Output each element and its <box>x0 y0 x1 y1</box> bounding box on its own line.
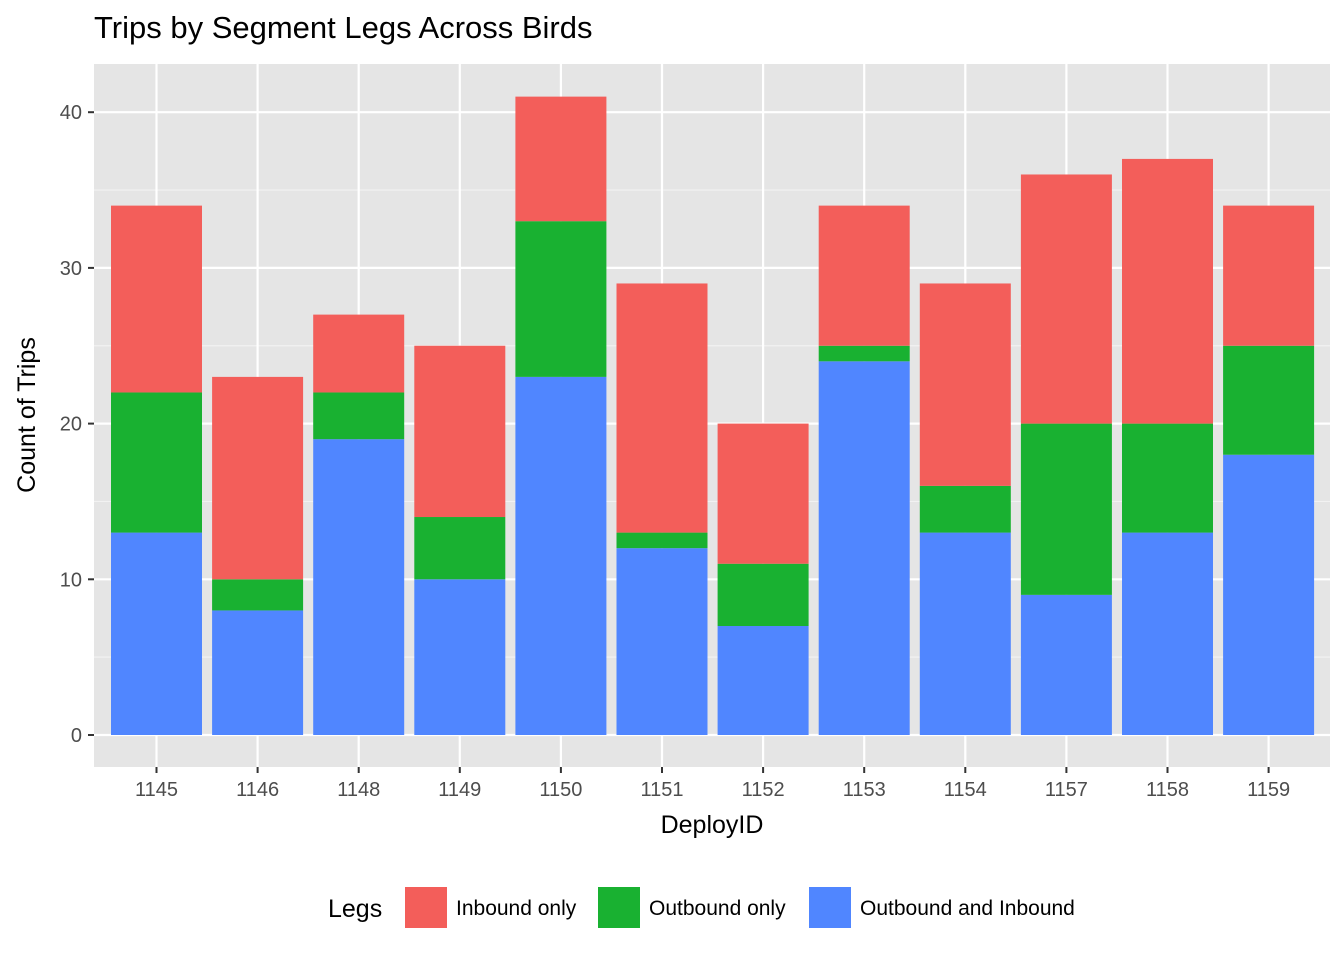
bar-segment-outbound-and-inbound-1153 <box>818 361 910 735</box>
x-tick-label: 1157 <box>1045 779 1088 801</box>
bar-segment-outbound-only-1153 <box>818 345 910 362</box>
bar-segment-outbound-only-1154 <box>919 485 1011 533</box>
bar-segment-inbound-only-1153 <box>818 205 910 346</box>
bar-segment-outbound-and-inbound-1146 <box>212 610 304 735</box>
legend-label: Outbound and Inbound <box>860 897 1075 920</box>
bar-segment-outbound-and-inbound-1157 <box>1020 594 1112 735</box>
bar-segment-outbound-and-inbound-1158 <box>1122 532 1213 735</box>
bar-segment-inbound-only-1150 <box>515 96 607 222</box>
bar-segment-outbound-only-1158 <box>1122 423 1213 533</box>
bar-segment-outbound-only-1145 <box>111 392 202 533</box>
x-axis-title: DeployID <box>661 811 764 839</box>
chart-title: Trips by Segment Legs Across Birds <box>94 10 593 45</box>
x-tick-label: 1149 <box>438 779 481 801</box>
bar-segment-inbound-only-1158 <box>1122 158 1213 424</box>
bar-segment-inbound-only-1146 <box>212 376 304 580</box>
bars <box>111 96 1315 735</box>
bar-segment-inbound-only-1149 <box>414 345 506 518</box>
x-tick-label: 1146 <box>236 779 279 801</box>
bar-segment-outbound-and-inbound-1152 <box>717 626 809 735</box>
legend-title: Legs <box>328 895 382 923</box>
y-tick-label: 40 <box>60 102 82 124</box>
y-tick-label: 20 <box>60 414 82 436</box>
bar-segment-outbound-only-1149 <box>414 517 506 580</box>
bar-segment-inbound-only-1152 <box>717 423 809 564</box>
y-axis-title: Count of Trips <box>13 337 41 493</box>
x-tick-label: 1145 <box>135 779 178 801</box>
x-tick-label: 1148 <box>337 779 380 801</box>
legend: Legs Inbound only Outbound only Outbound a… <box>328 887 1075 928</box>
y-tick-label: 10 <box>60 569 82 591</box>
bar-segment-outbound-only-1150 <box>515 221 607 377</box>
bar-segment-outbound-and-inbound-1148 <box>313 439 405 735</box>
legend-label: Inbound only <box>456 897 577 920</box>
bar-segment-inbound-only-1145 <box>111 205 202 393</box>
legend-key-inbound-only <box>405 887 447 928</box>
bar-segment-outbound-and-inbound-1154 <box>919 532 1011 735</box>
bar-segment-inbound-only-1151 <box>616 283 708 533</box>
y-tick-label: 30 <box>60 258 82 280</box>
x-tick-label: 1152 <box>742 779 785 801</box>
x-tick-label: 1158 <box>1146 779 1189 801</box>
bar-segment-outbound-only-1152 <box>717 563 809 627</box>
bar-segment-outbound-only-1159 <box>1223 345 1315 455</box>
x-tick-label: 1159 <box>1247 779 1290 801</box>
bar-segment-inbound-only-1154 <box>919 283 1011 486</box>
x-tick-label: 1151 <box>640 779 683 801</box>
bar-segment-outbound-only-1157 <box>1020 423 1112 595</box>
bar-segment-inbound-only-1159 <box>1223 205 1315 346</box>
bar-segment-outbound-and-inbound-1145 <box>111 532 202 735</box>
x-tick-label: 1153 <box>843 779 886 801</box>
x-tick-label: 1150 <box>539 779 582 801</box>
x-tick-label: 1154 <box>944 779 987 801</box>
bar-segment-inbound-only-1148 <box>313 314 405 393</box>
bar-segment-outbound-only-1151 <box>616 532 708 549</box>
legend-key-outbound-only <box>598 887 640 928</box>
legend-label: Outbound only <box>649 897 786 920</box>
bar-segment-outbound-and-inbound-1159 <box>1223 454 1315 735</box>
bar-segment-outbound-only-1146 <box>212 579 304 611</box>
legend-key-outbound-and-inbound <box>809 887 851 928</box>
bar-segment-outbound-and-inbound-1151 <box>616 548 708 735</box>
y-tick-label: 0 <box>71 725 82 747</box>
bar-segment-outbound-and-inbound-1150 <box>515 376 607 735</box>
bar-segment-inbound-only-1157 <box>1020 174 1112 424</box>
bar-segment-outbound-only-1148 <box>313 392 405 440</box>
axes: 0 10 20 30 40 1145 1146 1148 1149 1150 1151 1152 115… <box>60 102 1290 801</box>
bar-segment-outbound-and-inbound-1149 <box>414 579 506 735</box>
